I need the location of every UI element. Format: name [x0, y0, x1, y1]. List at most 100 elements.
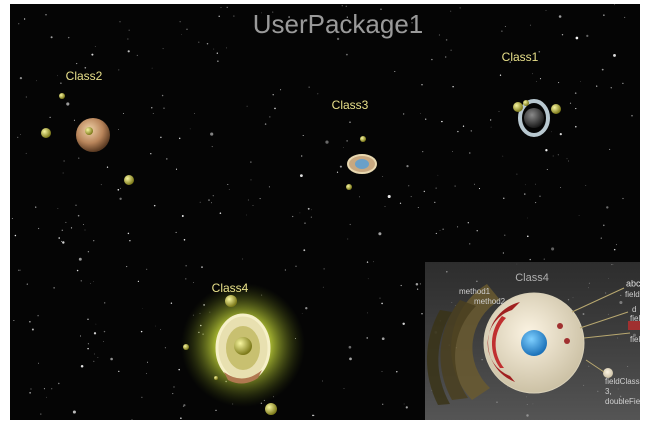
- star: [302, 313, 303, 314]
- star: [349, 358, 352, 361]
- star: [101, 184, 102, 185]
- star: [603, 225, 605, 227]
- star: [93, 240, 94, 241]
- star: [536, 81, 537, 82]
- planet: [355, 159, 369, 169]
- star: [247, 106, 248, 107]
- star: [95, 46, 96, 47]
- star: [404, 404, 405, 405]
- star: [62, 230, 63, 231]
- star: [373, 261, 374, 262]
- star: [93, 361, 94, 362]
- star: [172, 393, 173, 394]
- star: [420, 113, 421, 114]
- star: [60, 82, 62, 84]
- star: [382, 337, 385, 340]
- star: [127, 38, 128, 39]
- star: [190, 129, 191, 130]
- star: [401, 285, 402, 286]
- star: [218, 16, 219, 17]
- star: [568, 161, 569, 162]
- field-dot: [557, 323, 563, 329]
- star: [436, 188, 437, 189]
- star: [17, 137, 18, 138]
- star: [402, 323, 404, 325]
- star: [446, 39, 448, 41]
- star: [317, 93, 318, 94]
- star: [304, 223, 305, 224]
- star: [181, 34, 182, 35]
- star: [153, 113, 154, 114]
- star: [337, 172, 338, 173]
- detail-panel: Class4 method1 method2 abc field1 d fiel…: [425, 262, 646, 420]
- star: [87, 319, 88, 320]
- star: [211, 202, 212, 203]
- star: [346, 140, 347, 141]
- field-label: abc: [626, 278, 641, 288]
- method-label: method2: [474, 297, 506, 306]
- star: [558, 82, 559, 83]
- moon: [183, 344, 189, 350]
- class-label: Class3: [332, 98, 369, 112]
- method-label: method1: [459, 287, 491, 296]
- star: [20, 270, 21, 271]
- star: [347, 239, 348, 240]
- star: [551, 132, 552, 133]
- star: [173, 386, 174, 387]
- star: [560, 187, 561, 188]
- star: [602, 69, 604, 71]
- star: [457, 226, 458, 227]
- star: [142, 308, 143, 309]
- star: [323, 287, 324, 288]
- star: [176, 169, 177, 170]
- star: [104, 302, 105, 303]
- star: [346, 54, 348, 56]
- star: [36, 80, 37, 81]
- star: [185, 278, 186, 279]
- star: [312, 415, 314, 417]
- star: [51, 388, 52, 389]
- star: [460, 7, 461, 8]
- star: [474, 184, 475, 185]
- star: [73, 410, 76, 413]
- star: [452, 151, 453, 152]
- star: [91, 54, 93, 56]
- star: [221, 7, 222, 8]
- star: [29, 321, 31, 323]
- star: [441, 121, 442, 122]
- star: [580, 81, 581, 82]
- star: [463, 126, 464, 127]
- star: [547, 169, 548, 170]
- star: [421, 313, 422, 314]
- page: UserPackage1 Class2 Class3 Class1 Cla: [0, 0, 646, 424]
- star: [420, 283, 421, 284]
- star: [322, 380, 323, 381]
- package-title: UserPackage1: [253, 9, 424, 39]
- star: [119, 198, 121, 200]
- star: [132, 419, 133, 420]
- moon: [551, 104, 561, 114]
- star: [186, 29, 187, 30]
- star: [606, 206, 608, 208]
- star: [311, 217, 312, 218]
- star: [457, 131, 458, 132]
- moon: [85, 127, 93, 135]
- star: [388, 195, 391, 198]
- moon: [360, 136, 366, 142]
- star: [505, 26, 506, 27]
- star: [622, 198, 623, 199]
- star: [40, 413, 41, 414]
- star: [226, 48, 227, 49]
- star: [381, 303, 383, 305]
- star: [500, 75, 501, 76]
- star: [98, 357, 99, 358]
- star: [491, 127, 492, 128]
- field-label: fieldClass1: [605, 377, 645, 386]
- star: [213, 195, 214, 196]
- star: [417, 289, 418, 290]
- moon: [523, 100, 529, 106]
- star: [501, 30, 502, 31]
- star: [601, 237, 602, 238]
- star: [104, 331, 105, 332]
- star: [325, 141, 328, 144]
